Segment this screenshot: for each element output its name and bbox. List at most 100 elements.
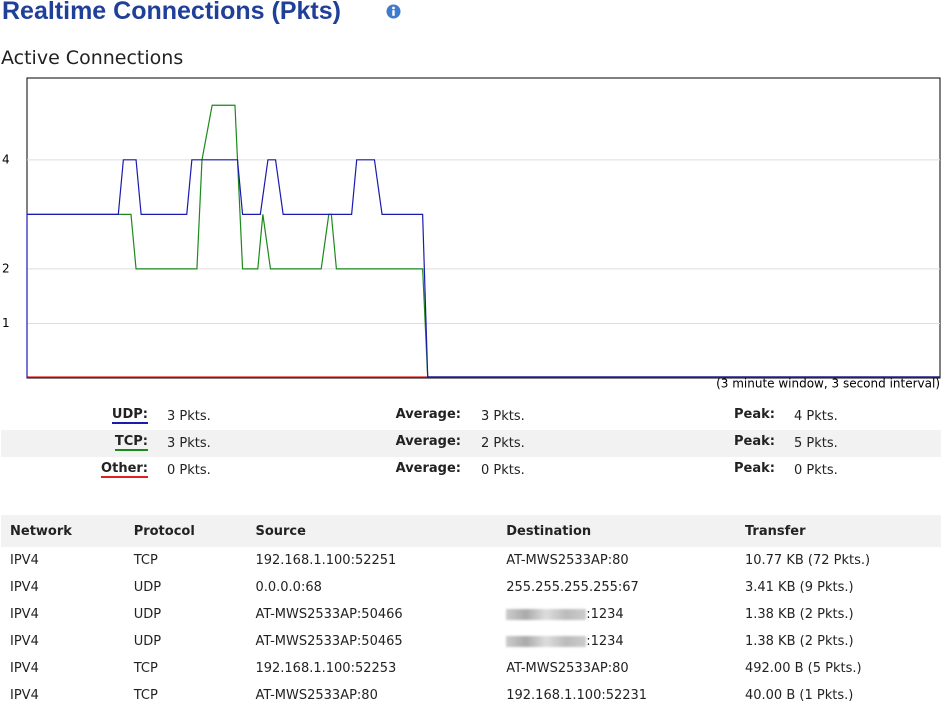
cell-text: AT-MWS2533AP:80	[255, 688, 378, 703]
cell-text: IPV4	[10, 688, 39, 703]
table-cell: AT-MWS2533AP:50465	[246, 628, 497, 655]
table-cell: UDP	[125, 628, 247, 655]
table-cell: 3.41 KB (9 Pkts.)	[736, 574, 941, 601]
average-value: 2 Pkts.	[481, 436, 525, 451]
cell-text: UDP	[133, 634, 162, 649]
average-value: 0 Pkts.	[481, 463, 525, 478]
table-cell: 255.255.255.255:67	[497, 574, 736, 601]
plot-area	[26, 77, 941, 379]
cell-text: IPV4	[10, 553, 39, 568]
cell-text: IPV4	[10, 607, 39, 622]
table-cell: 192.168.1.100:52231	[497, 682, 736, 709]
peak-label: Peak:	[734, 407, 775, 422]
redacted-text	[506, 609, 587, 620]
table-cell: UDP	[125, 601, 247, 628]
average-value: 3 Pkts.	[481, 409, 525, 424]
cell-text: IPV4	[10, 634, 39, 649]
table-cell: TCP	[125, 682, 247, 709]
table-cell: 0.0.0.0:68	[246, 574, 497, 601]
cell-text: 3.41 KB (9 Pkts.)	[744, 580, 854, 595]
column-header: Destination	[497, 515, 736, 547]
table-cell: 192.168.1.100:52251	[246, 547, 497, 574]
cell-text: 10.77 KB (72 Pkts.)	[744, 553, 871, 568]
table-cell: 10.77 KB (72 Pkts.)	[736, 547, 941, 574]
average-label: Average:	[395, 461, 461, 476]
info-icon[interactable]	[386, 4, 401, 19]
y-tick-label: 4	[2, 152, 10, 166]
series-line	[26, 159, 940, 378]
cell-text: 192.168.1.100:52251	[255, 553, 397, 568]
cell-text: 1.38 KB (2 Pkts.)	[744, 634, 854, 649]
current-value: 3 Pkts.	[167, 436, 211, 451]
cell-text: AT-MWS2533AP:50466	[255, 607, 403, 622]
series-line	[27, 104, 940, 378]
chart-annotation: (3 minute window, 3 second interval)	[716, 377, 940, 391]
legend-label: UDP:	[111, 407, 148, 424]
peak-label: Peak:	[734, 434, 775, 449]
y-tick-label: 1	[2, 316, 10, 330]
legend-label: TCP:	[114, 434, 148, 451]
current-value: 0 Pkts.	[167, 463, 211, 478]
peak-value: 4 Pkts.	[794, 409, 838, 424]
table-row: IPV4 TCP AT-MWS2533AP:80 192.168.1.100:5223…	[1, 682, 941, 709]
table-cell: IPV4	[1, 655, 125, 682]
y-tick-label: 2	[2, 261, 10, 275]
table-cell: 1.38 KB (2 Pkts.)	[736, 601, 941, 628]
current-value: 3 Pkts.	[167, 409, 211, 424]
table-cell: 40.00 B (1 Pkts.)	[736, 682, 941, 709]
cell-text: 0.0.0.0:68	[255, 580, 322, 595]
table-cell: 192.168.1.100:52253	[246, 655, 497, 682]
cell-text: IPV4	[10, 580, 39, 595]
cell-text: 40.00 B (1 Pkts.)	[744, 688, 854, 703]
table-cell: IPV4	[1, 682, 125, 709]
table-cell: IPV4	[1, 628, 125, 655]
cell-text: UDP	[133, 580, 162, 595]
peak-value: 5 Pkts.	[794, 436, 838, 451]
chart: 1 2 4 (3 minute window, 3 second interval)	[2, 77, 941, 391]
column-header: Transfer	[735, 515, 941, 547]
cell-text: 1.38 KB (2 Pkts.)	[744, 607, 854, 622]
table-cell: 492.00 B (5 Pkts.)	[736, 655, 941, 682]
table-row: IPV4 TCP 192.168.1.100:52251 AT-MWS2533AP:8…	[1, 547, 941, 574]
table-row: IPV4 TCP 192.168.1.100:52253 AT-MWS2533AP:8…	[1, 655, 941, 682]
cell-text: AT-MWS2533AP:50465	[255, 634, 403, 649]
cell-text: TCP	[133, 553, 158, 568]
cell-text: TCP	[133, 688, 158, 703]
cell-text: UDP	[133, 607, 162, 622]
table-row: IPV4 UDP AT-MWS2533AP:50465 :1234 1.38 KB (2…	[1, 628, 941, 655]
peak-value: 0 Pkts.	[794, 463, 838, 478]
cell-text: AT-MWS2533AP:80	[506, 661, 629, 676]
average-label: Average:	[395, 434, 461, 449]
cell-text: IPV4	[10, 661, 39, 676]
average-label: Average:	[395, 407, 461, 422]
table-cell: AT-MWS2533AP:80	[497, 547, 736, 574]
column-header: Protocol	[124, 515, 247, 547]
page-title: Realtime Connections (Pkts)	[2, 0, 341, 25]
cell-text: AT-MWS2533AP:80	[506, 553, 629, 568]
cell-text: :1234	[586, 634, 624, 649]
cell-text: :1234	[586, 607, 624, 622]
table-cell: AT-MWS2533AP:80	[497, 655, 736, 682]
connections-table: Network Protocol Source Destination Transfer…	[1, 515, 941, 709]
cell-text: 192.168.1.100:52231	[506, 688, 648, 703]
stats-row: Other: 0 Pkts. Average: 0 Pkts. Peak: 0 Pkts.	[1, 457, 941, 484]
table-cell: 1.38 KB (2 Pkts.)	[736, 628, 941, 655]
cell-text: 192.168.1.100:52253	[255, 661, 397, 676]
cell-text: TCP	[133, 661, 158, 676]
cell-text: 255.255.255.255:67	[506, 580, 639, 595]
cell-text: 492.00 B (5 Pkts.)	[744, 661, 862, 676]
peak-label: Peak:	[734, 461, 775, 476]
column-header: Network	[1, 515, 125, 547]
table-cell: TCP	[125, 655, 247, 682]
table-cell: IPV4	[1, 601, 125, 628]
table-row: IPV4 UDP AT-MWS2533AP:50466 :1234 1.38 KB (2…	[1, 601, 941, 628]
column-header: Source	[246, 515, 498, 547]
table-cell: :1234	[497, 628, 736, 655]
redacted-text	[506, 636, 587, 647]
table-cell: AT-MWS2533AP:50466	[246, 601, 497, 628]
table-cell: TCP	[125, 547, 247, 574]
table-cell: IPV4	[1, 574, 125, 601]
table-row: IPV4 UDP 0.0.0.0:68 255.255.255.255:67 3.41 …	[1, 574, 941, 601]
legend-label: Other:	[101, 461, 148, 478]
